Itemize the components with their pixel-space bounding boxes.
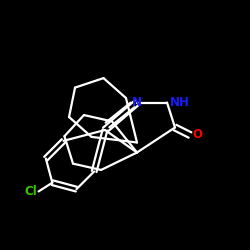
Text: NH: NH <box>170 96 190 109</box>
Text: N: N <box>132 96 142 109</box>
Text: Cl: Cl <box>24 185 37 198</box>
Text: O: O <box>192 128 202 141</box>
